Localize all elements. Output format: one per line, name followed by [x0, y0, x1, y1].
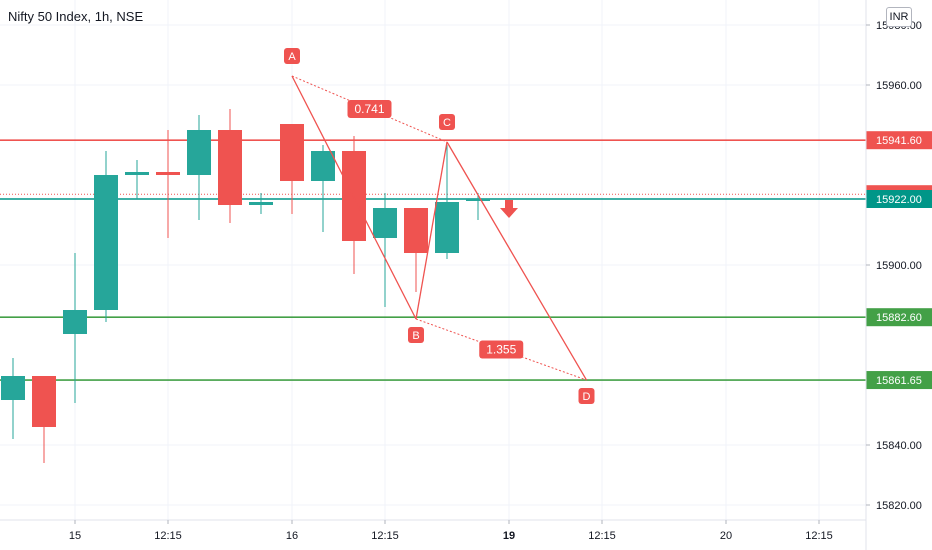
level-price-tag: [866, 308, 932, 327]
candle-body: [404, 208, 428, 253]
pattern-point-badge: [408, 327, 424, 343]
candle-body: [249, 202, 273, 205]
pattern-point-label: C: [443, 117, 451, 129]
level-price-label: 15882.60: [876, 312, 922, 324]
pattern-point-label: A: [288, 51, 296, 63]
time-tick-label: 19: [503, 530, 515, 542]
candle-body: [218, 130, 242, 205]
level-price-label: 15861.65: [876, 375, 922, 387]
pattern-point-label: B: [412, 330, 419, 342]
candle-body: [1, 376, 25, 400]
time-axis[interactable]: 15 12:15 16 12:15 19 12:15 20 12:15: [0, 519, 866, 542]
time-tick-label: 15: [69, 530, 81, 542]
time-tick-label: 16: [286, 530, 298, 542]
time-tick-label: 20: [720, 530, 732, 542]
sell-arrow-icon: [500, 200, 518, 218]
candle-body: [125, 172, 149, 175]
candle-body: [311, 151, 335, 181]
candle-body: [187, 130, 211, 175]
xabcd-pattern: 0.741 1.355 A B C D: [284, 48, 595, 405]
level-price-label: 15941.60: [876, 135, 922, 147]
pattern-leg: [446, 141, 588, 381]
chart-title: Nifty 50 Index, 1h, NSE: [8, 9, 144, 24]
level-price-label: 15922.00: [876, 194, 922, 206]
pattern-point-badge: [284, 48, 300, 64]
candle-body: [373, 208, 397, 238]
pattern-leg: [291, 75, 417, 320]
price-tick-label: 15840.00: [876, 440, 922, 452]
ratio-badge: [479, 340, 524, 359]
candle-body: [63, 310, 87, 334]
candle-body: [156, 172, 180, 175]
ratio-label: 1.355: [486, 343, 516, 357]
pattern-point-badge: [578, 388, 595, 405]
candle-body: [280, 124, 304, 181]
pattern-leg: [415, 141, 448, 320]
pattern-point-label: D: [583, 391, 591, 403]
pattern-point-badge: [439, 114, 455, 130]
time-tick-label: 12:15: [588, 530, 616, 542]
price-tick-label: 15960.00: [876, 80, 922, 92]
candle-body: [466, 199, 490, 201]
candle-body: [435, 202, 459, 253]
level-price-tag: [866, 371, 932, 390]
time-tick-label: 12:15: [805, 530, 833, 542]
candle-body: [94, 175, 118, 310]
price-tick-label: 15900.00: [876, 260, 922, 272]
chart-grid: [0, 0, 866, 520]
level-price-tag: [866, 190, 932, 208]
candle-body: [342, 151, 366, 241]
candlesticks: [1, 109, 490, 463]
ratio-badge: [347, 100, 392, 118]
time-tick-label: 12:15: [371, 530, 399, 542]
ratio-label: 0.741: [354, 102, 384, 116]
time-tick-label: 12:15: [154, 530, 182, 542]
price-tick-label: 15820.00: [876, 500, 922, 512]
level-price-tag: [866, 131, 932, 150]
candle-body: [32, 376, 56, 427]
currency-button[interactable]: INR: [886, 7, 912, 27]
